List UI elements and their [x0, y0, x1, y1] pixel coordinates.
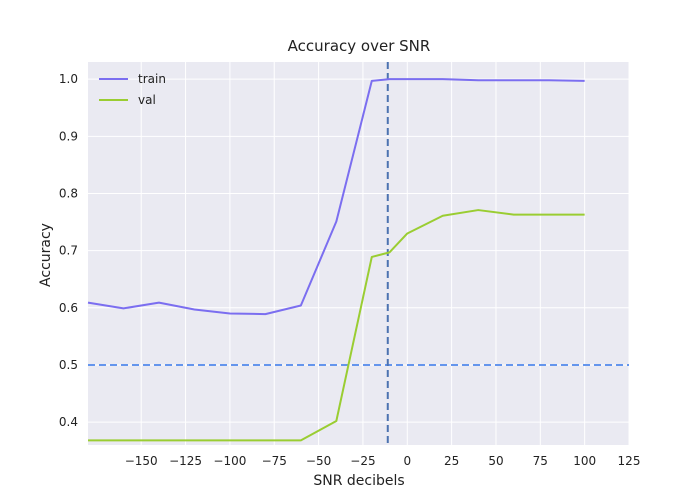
- legend-label-train: train: [138, 72, 166, 86]
- x-axis-ticks: −150 −125 −100 −75 −50 −25 0 25 50 75 100 125: [125, 454, 641, 468]
- x-tick-label: 75: [533, 454, 548, 468]
- data-series: [87, 78, 585, 442]
- y-axis-ticks: 0.4 0.5 0.6 0.7 0.8 0.9 1.0: [59, 72, 78, 429]
- y-tick-label: 0.6: [59, 301, 78, 315]
- x-tick-label: −75: [262, 454, 287, 468]
- series-line-val: [88, 209, 585, 442]
- x-tick-label: 0: [403, 454, 411, 468]
- x-tick-label: 100: [573, 454, 596, 468]
- x-axis-label: SNR decibels: [313, 473, 404, 489]
- series-line-train: [87, 78, 585, 316]
- y-tick-label: 0.5: [59, 358, 78, 372]
- x-tick-label: 50: [488, 454, 503, 468]
- x-tick-label: −25: [350, 454, 375, 468]
- x-tick-label: −150: [125, 454, 158, 468]
- plot-area: [88, 62, 629, 445]
- y-tick-label: 1.0: [59, 72, 78, 86]
- y-tick-label: 0.8: [59, 186, 78, 200]
- x-tick-label: −125: [169, 454, 202, 468]
- legend: train val: [99, 72, 166, 107]
- x-tick-label: 125: [618, 454, 641, 468]
- y-tick-label: 0.7: [59, 244, 78, 258]
- y-axis-label: Accuracy: [38, 223, 54, 287]
- y-tick-label: 0.9: [59, 129, 78, 143]
- x-tick-label: −50: [306, 454, 331, 468]
- x-tick-label: 25: [444, 454, 459, 468]
- y-tick-label: 0.4: [59, 415, 78, 429]
- x-tick-label: −100: [213, 454, 246, 468]
- legend-label-val: val: [138, 93, 156, 107]
- chart-title: Accuracy over SNR: [288, 37, 431, 55]
